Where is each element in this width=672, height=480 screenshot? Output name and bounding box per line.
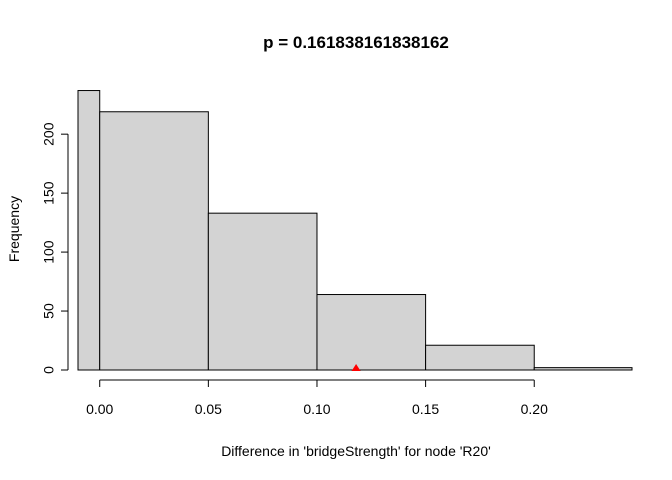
observed-value-marker-group: [351, 364, 361, 371]
histogram-bar: [425, 344, 535, 371]
histogram-bar: [77, 90, 101, 371]
x-tick-label: 0.00: [86, 401, 113, 417]
histogram-bar: [99, 111, 209, 371]
y-tick-label: 150: [41, 181, 57, 205]
x-tick-label: 0.15: [412, 401, 439, 417]
x-axis: 0.00 0.05 0.10 0.15 0.20: [86, 379, 548, 417]
x-tick-label: 0.05: [195, 401, 222, 417]
histogram-bars: [77, 90, 633, 371]
x-tick-label: 0.20: [521, 401, 548, 417]
y-tick-label: 200: [41, 122, 57, 146]
y-axis-label: Frequency: [6, 196, 22, 262]
y-tick-label: 50: [41, 303, 57, 319]
histogram-bar: [533, 367, 633, 371]
chart-title: p = 0.161838161838162: [263, 33, 449, 52]
x-tick-label: 0.10: [303, 401, 330, 417]
y-tick-label: 100: [41, 240, 57, 264]
histogram-bar: [316, 294, 427, 371]
observed-value-marker: [351, 364, 361, 371]
histogram-bar: [207, 212, 318, 371]
x-axis-label: Difference in 'bridgeStrength' for node …: [221, 443, 491, 459]
y-axis: 0 50 100 150 200: [41, 122, 69, 374]
y-tick-label: 0: [41, 366, 57, 374]
